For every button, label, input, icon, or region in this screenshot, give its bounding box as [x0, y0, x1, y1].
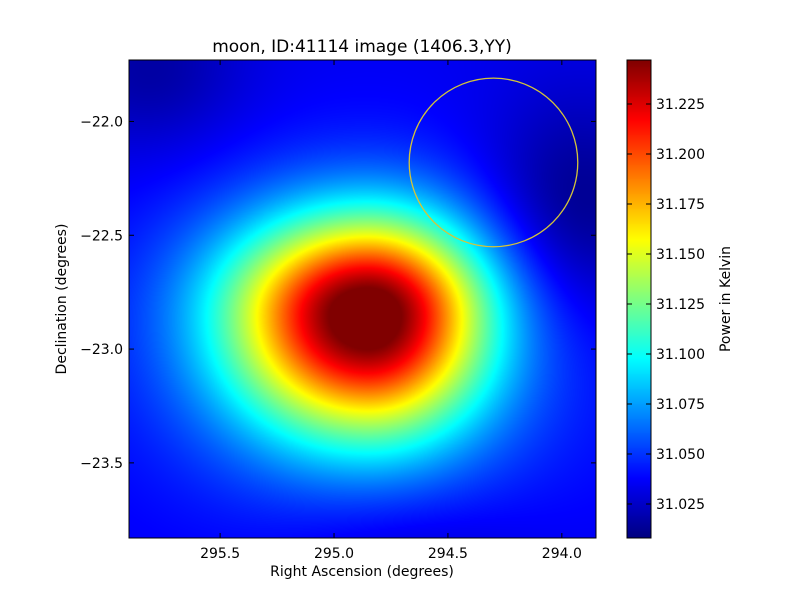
heatmap-plot: [129, 60, 596, 538]
colorbar-label: Power in Kelvin: [718, 246, 734, 352]
colorbar-frame: [626, 59, 652, 539]
colorbar-tick-label: 31.150: [656, 247, 705, 263]
y-tick-label: −22.5: [80, 228, 123, 244]
y-axis-ticks: −22.0 −22.5 −23.0 −23.5: [80, 114, 596, 472]
colorbar-ticks: 31.025 31.050 31.075 31.100 31.125 31.150 31.1…: [627, 97, 705, 513]
colorbar-tick-label: 31.050: [656, 447, 705, 463]
colorbar-tick-label: 31.200: [656, 147, 705, 163]
x-tick-label: 295.5: [200, 546, 240, 562]
colorbar-tick-label: 31.075: [656, 397, 705, 413]
x-tick-label: 294.5: [428, 546, 468, 562]
colorbar-tick-label: 31.175: [656, 197, 705, 213]
annotation-circle: [408, 77, 579, 248]
colorbar-tick-label: 31.225: [656, 97, 705, 113]
colorbar-tick-label: 31.025: [656, 497, 705, 513]
y-tick-label: −23.0: [80, 342, 123, 358]
y-tick-label: −23.5: [80, 456, 123, 472]
colorbar-gradient: [627, 60, 651, 538]
x-tick-label: 294.0: [542, 546, 582, 562]
colorbar-tick-label: 31.125: [656, 297, 705, 313]
plot-frame: [128, 59, 597, 539]
x-axis-label: Right Ascension (degrees): [270, 564, 454, 580]
heatmap-canvas: [129, 60, 596, 538]
y-axis-label: Declination (degrees): [54, 224, 70, 375]
x-axis-ticks: 295.5 295.0 294.5 294.0: [200, 60, 582, 562]
colorbar-tick-label: 31.100: [656, 347, 705, 363]
y-tick-label: −22.0: [80, 114, 123, 130]
x-tick-label: 295.0: [314, 546, 354, 562]
chart-title: moon, ID:41114 image (1406.3,YY): [212, 37, 512, 57]
